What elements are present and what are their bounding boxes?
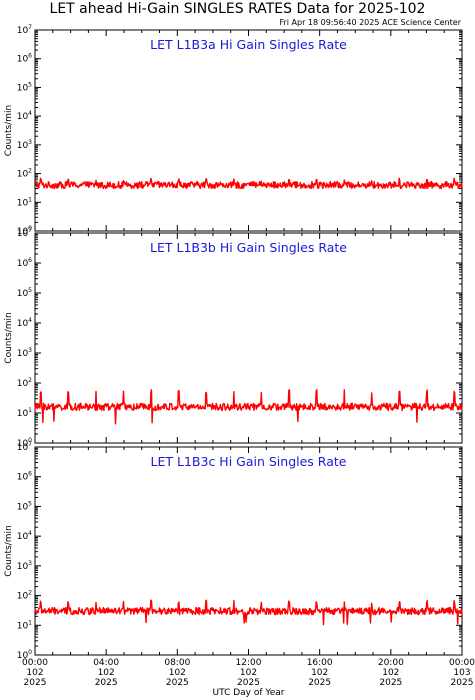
y-tick-label: 105 [17,500,32,512]
y-tick-label: 103 [17,560,32,572]
x-tick-label: 103 [453,668,470,678]
y-tick-label: 107 [17,441,32,453]
y-tick-label: 106 [17,257,32,269]
y-axis-label: Counts/min [4,525,14,576]
y-tick-label: 101 [17,407,32,419]
y-tick-label: 101 [17,196,32,208]
panel-frame [34,232,463,444]
x-tick-label: 2025 [166,678,189,688]
y-tick-label: 107 [17,24,32,36]
y-tick-label: 106 [17,471,32,483]
x-tick-label: 2025 [95,678,118,688]
y-tick-label: 102 [17,590,32,602]
x-tick-label: 2025 [24,678,47,688]
x-axis-labels: 00:00102202504:00102202508:00102202512:0… [22,658,475,688]
panel-title: LET L1B3c Hi Gain Singles Rate [151,454,347,469]
y-tick-label: 100 [17,225,32,237]
y-tick-label: 100 [17,437,32,449]
x-tick-label: 102 [382,668,399,678]
y-tick-label: 101 [17,619,32,631]
x-tick-label: 2025 [308,678,331,688]
x-tick-label: 102 [26,668,43,678]
y-tick-label: 103 [17,139,32,151]
x-tick-label: 102 [169,668,186,678]
x-tick-label: 00:00 [449,658,475,668]
x-tick-label: 00:00 [22,658,48,668]
y-tick-label: 104 [17,317,32,329]
x-tick-label: 102 [311,668,328,678]
x-tick-label: 12:00 [236,658,262,668]
timestamp: Fri Apr 18 09:56:40 2025 ACE Science Cen… [279,18,461,27]
x-tick-label: 20:00 [378,658,404,668]
panel-frame [34,29,463,232]
panel-1: 100 101 102 103 104 105 106 107 LET L1B3a Hi Gai… [4,24,463,237]
panel-frame [34,446,463,656]
series-line [34,177,463,190]
x-axis-label: UTC Day of Year [213,688,285,698]
x-tick-label: 08:00 [164,658,190,668]
x-tick-label: 102 [240,668,257,678]
x-tick-label: 2025 [379,678,402,688]
x-tick-label: 102 [98,668,115,678]
y-tick-label: 105 [17,81,32,93]
y-tick-label: 106 [17,53,32,65]
panel-title: LET L1B3a Hi Gain Singles Rate [150,37,347,52]
y-tick-label: 105 [17,287,32,299]
panel-2: 100 101 102 103 104 105 106 107 LET L1B3b Hi Gai… [4,227,463,449]
y-tick-label: 104 [17,530,32,542]
page-title: LET ahead Hi-Gain SINGLES RATES Data for… [49,1,426,17]
y-tick-label: 104 [17,110,32,122]
y-tick-label: 103 [17,347,32,359]
x-tick-label: 2025 [451,678,474,688]
series-line [34,599,463,626]
y-axis-label: Counts/min [4,105,14,156]
y-tick-label: 100 [17,649,32,661]
x-tick-label: 2025 [237,678,260,688]
series-line [34,389,463,425]
y-tick-label: 102 [17,377,32,389]
panel-title: LET L1B3b Hi Gain Singles Rate [150,240,347,255]
panel-3: 100 101 102 103 104 105 106 107 LET L1B3c Hi Gai… [4,441,463,661]
y-tick-label: 107 [17,227,32,239]
y-axis-label: Counts/min [4,312,14,363]
y-tick-label: 102 [17,168,32,180]
x-tick-label: 04:00 [93,658,119,668]
x-tick-label: 16:00 [307,658,333,668]
